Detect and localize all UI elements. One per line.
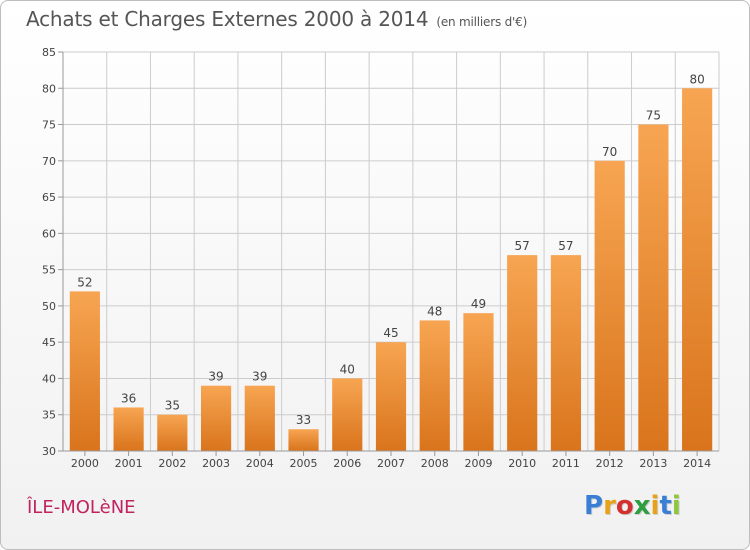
y-tick-label: 30	[42, 445, 56, 458]
proxiti-logo[interactable]: Proxiti	[584, 491, 681, 521]
x-tick-label: 2008	[421, 457, 449, 470]
x-tick-label: 2007	[377, 457, 405, 470]
logo-letter: P	[584, 491, 604, 521]
bar	[682, 88, 713, 451]
data-label: 75	[646, 109, 661, 123]
x-tick-label: 2000	[71, 457, 99, 470]
bar	[200, 385, 232, 451]
bar	[507, 255, 538, 451]
x-tick-label: 2002	[158, 457, 186, 470]
y-tick-label: 65	[42, 191, 56, 204]
bar	[288, 429, 319, 451]
axes: 30 35 40 45 50 55 60 65 70 75 80 85 2000 2001 2002 2003…	[42, 46, 719, 470]
data-label: 52	[77, 275, 92, 289]
y-tick-label: 45	[42, 336, 56, 349]
title-unit: (en milliers d'€)	[436, 15, 528, 29]
x-tick-label: 2004	[246, 457, 274, 470]
data-label: 57	[515, 239, 530, 253]
bar	[375, 342, 407, 451]
data-label: 39	[252, 370, 267, 384]
data-label: 70	[602, 145, 617, 159]
bar	[550, 255, 582, 451]
bar	[113, 407, 144, 451]
y-tick-label: 40	[42, 372, 56, 385]
bar	[332, 378, 363, 451]
logo-letter: r	[603, 491, 616, 521]
bar	[244, 385, 275, 451]
bar	[419, 320, 450, 451]
logo-letter: x	[633, 491, 651, 521]
y-tick-label: 80	[42, 82, 56, 95]
logo-letter: i	[650, 491, 660, 521]
data-label: 49	[471, 297, 486, 311]
x-tick-label: 2005	[290, 457, 318, 470]
y-tick-label: 35	[42, 409, 56, 422]
data-label: 80	[689, 72, 704, 86]
data-label: 36	[121, 391, 136, 405]
data-label: 40	[340, 362, 355, 376]
logo-letter: i	[671, 491, 681, 521]
data-label: 33	[296, 413, 311, 427]
x-tick-label: 2006	[333, 457, 361, 470]
bar	[157, 414, 188, 451]
y-tick-label: 75	[42, 119, 56, 132]
x-tick-label: 2001	[115, 457, 143, 470]
y-tick-label: 70	[42, 155, 56, 168]
bars: 52 36 35 39 39 33 40 45 48 49 57 57 70 75 80	[69, 72, 713, 451]
logo-letter: o	[615, 491, 634, 521]
x-tick-label: 2014	[683, 457, 711, 470]
y-tick-label: 55	[42, 264, 56, 277]
y-tick-label: 85	[42, 46, 56, 59]
logo-letter: t	[659, 491, 672, 521]
bar	[69, 291, 100, 451]
bar	[638, 124, 669, 451]
data-label: 35	[165, 399, 180, 413]
x-tick-label: 2013	[639, 457, 667, 470]
y-tick-label: 60	[42, 227, 56, 240]
x-tick-label: 2009	[464, 457, 492, 470]
x-tick-label: 2011	[552, 457, 580, 470]
data-label: 48	[427, 304, 442, 318]
x-tick-label: 2010	[508, 457, 536, 470]
data-label: 39	[208, 370, 223, 384]
data-label: 57	[558, 239, 573, 253]
x-tick-label: 2003	[202, 457, 230, 470]
title-text: Achats et Charges Externes 2000 à 2014	[26, 7, 429, 31]
x-tick-label: 2012	[596, 457, 624, 470]
bar	[594, 160, 625, 451]
y-tick-label: 50	[42, 300, 56, 313]
chart-title: Achats et Charges Externes 2000 à 2014 (e…	[26, 7, 527, 31]
commune-name: ÎLE-MOLèNE	[27, 497, 136, 518]
bar	[463, 313, 494, 451]
data-label: 45	[383, 326, 398, 340]
